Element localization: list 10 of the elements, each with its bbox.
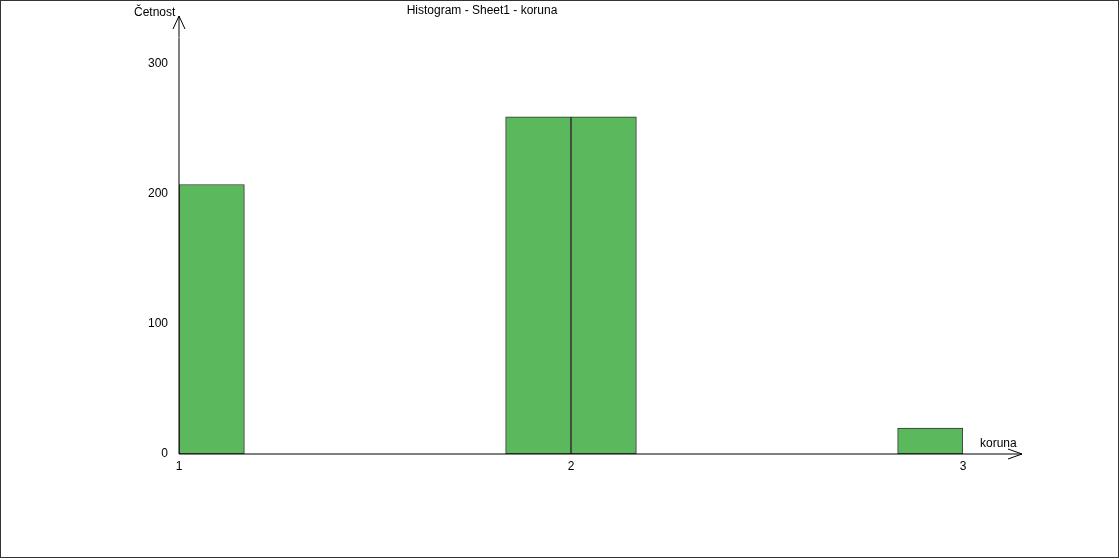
x-axis-title: koruna <box>980 436 1018 451</box>
y-tick-label: 300 <box>147 55 169 70</box>
chart-title: Histogram - Sheet1 - koruna <box>406 2 558 17</box>
x-tick-label: 2 <box>567 458 575 473</box>
y-tick-label: 100 <box>147 316 169 331</box>
y-axis-title: Četnost <box>134 4 177 20</box>
y-tick-label: 0 <box>161 446 169 461</box>
x-tick-label: 3 <box>959 458 967 473</box>
x-tick-label: 1 <box>175 458 183 473</box>
y-tick-label: 200 <box>147 185 169 200</box>
